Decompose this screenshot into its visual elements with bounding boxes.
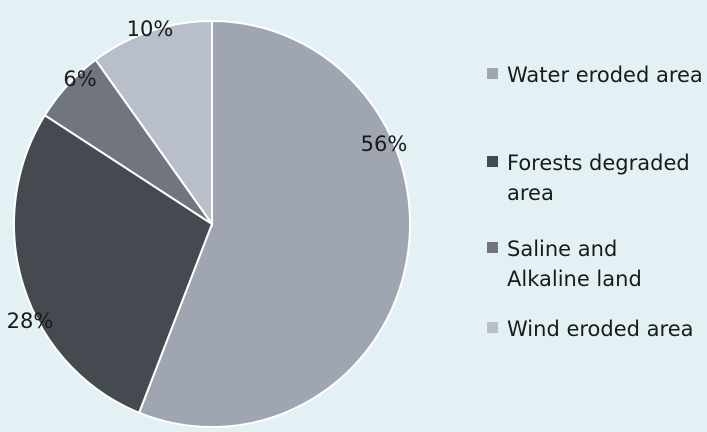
legend-label-wind-eroded: Wind eroded area	[507, 317, 694, 341]
data-label-wind-eroded: 10%	[127, 17, 174, 41]
legend-swatch-saline-alkaline	[487, 242, 498, 253]
pie-data-labels: 56% 28% 6% 10%	[7, 17, 408, 333]
legend-item-wind-eroded: Wind eroded area	[487, 314, 703, 344]
legend-label-saline-alkaline: Saline and Alkaline land	[507, 237, 642, 291]
legend-label-forests-degraded: Forests degraded area	[507, 151, 690, 205]
legend-item-forests-degraded: Forests degraded area	[487, 148, 703, 208]
pie-slice-water-eroded	[137, 19, 411, 428]
pie-slices	[13, 19, 411, 428]
data-label-water-eroded: 56%	[361, 132, 408, 156]
legend-swatch-forests-degraded	[487, 156, 498, 167]
data-label-saline-alkaline: 6%	[63, 67, 96, 91]
legend-swatch-wind-eroded	[487, 322, 498, 333]
legend-item-saline-alkaline: Saline and Alkaline land	[487, 234, 703, 294]
pie-slice-wind-eroded	[94, 19, 213, 228]
data-label-forests-degraded: 28%	[7, 309, 54, 333]
legend-item-water-eroded: Water eroded area	[487, 60, 703, 90]
pie-slice-forests-degraded	[13, 113, 214, 415]
legend-label-water-eroded: Water eroded area	[507, 63, 703, 87]
legend-swatch-water-eroded	[487, 68, 498, 79]
